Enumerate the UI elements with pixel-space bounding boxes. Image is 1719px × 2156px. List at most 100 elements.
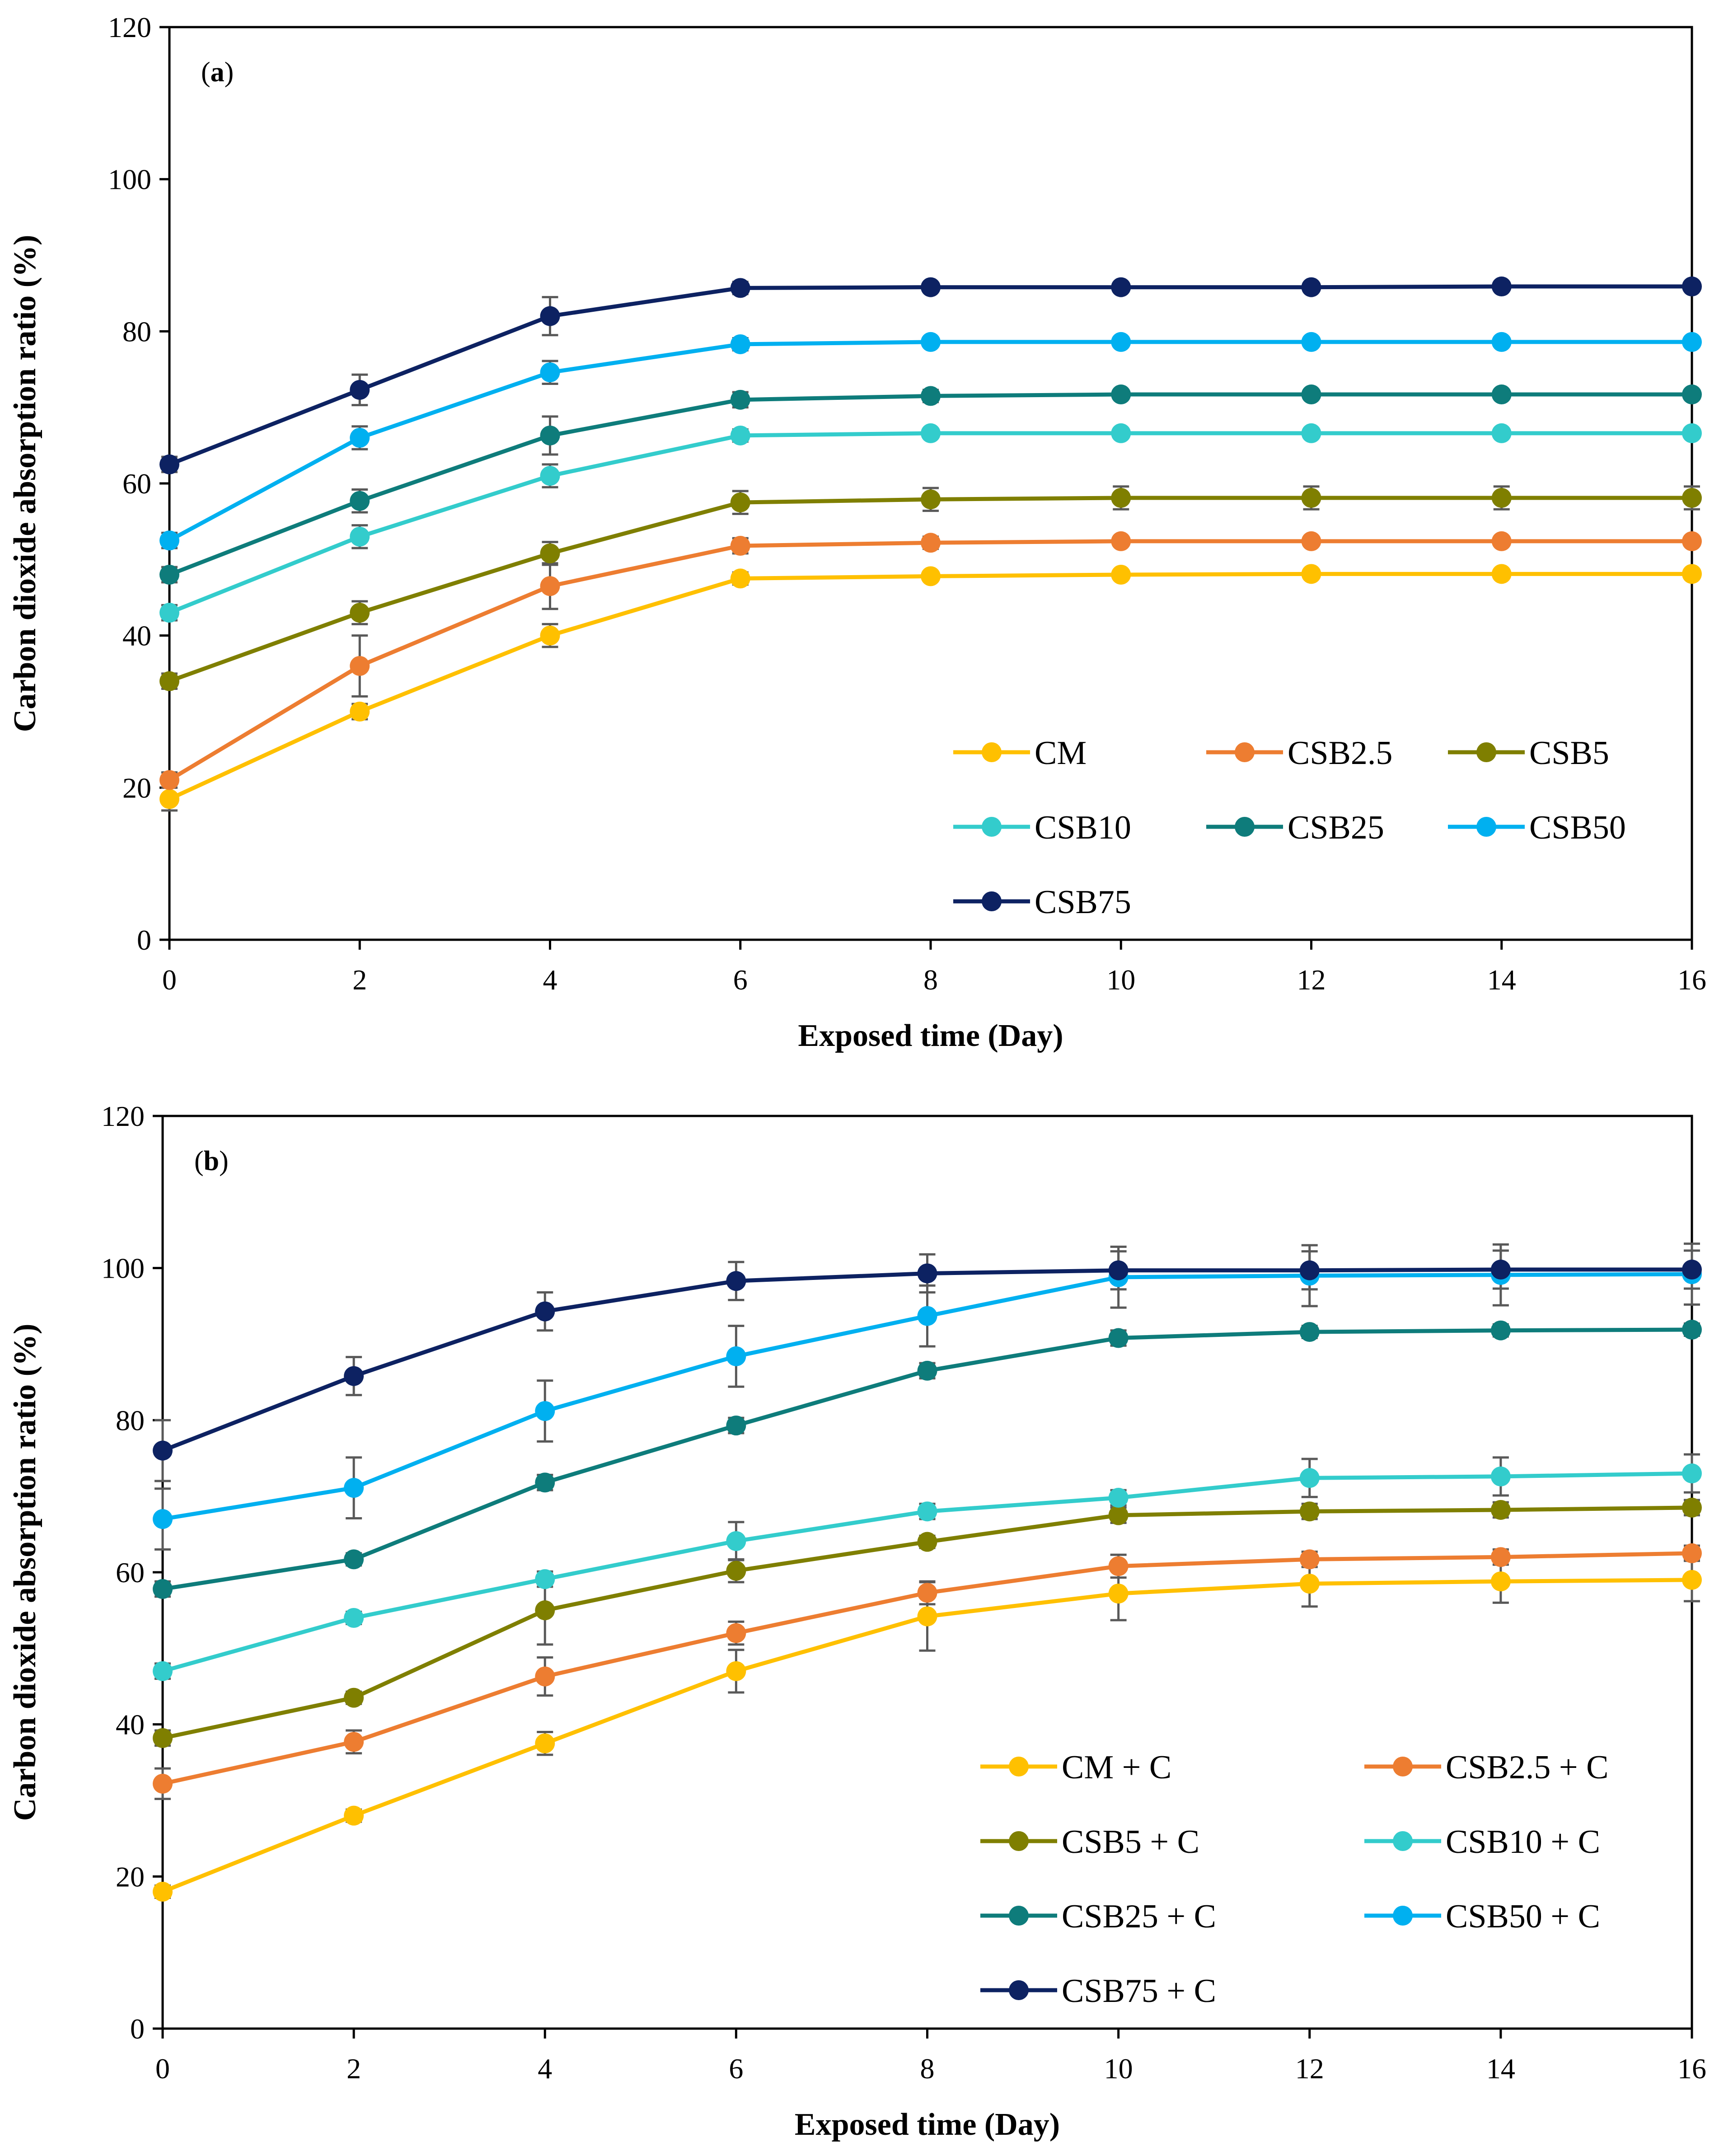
data-point: [350, 380, 370, 400]
y-tick-label: 120: [101, 1100, 145, 1132]
data-point: [540, 306, 560, 326]
panel-letter: a: [211, 57, 225, 88]
data-point: [1299, 1549, 1320, 1570]
panel-b: 0 20 40 60 80 100 120 0 2 4 6 8 10 12 14 16 (b) Exposed…: [8, 1100, 1706, 2142]
data-point: [917, 1583, 937, 1603]
data-point: [1490, 1466, 1511, 1486]
legend-label: CSB5 + C: [1062, 1823, 1199, 1861]
panel-label: (a): [201, 57, 234, 88]
data-point: [540, 625, 560, 646]
legend-label: CM + C: [1062, 1749, 1171, 1786]
legend-marker: [1235, 742, 1255, 762]
data-point: [159, 789, 179, 809]
data-point: [1682, 1260, 1702, 1280]
y-tick-label: 0: [137, 924, 151, 956]
legend-marker: [1476, 817, 1496, 837]
data-point: [1682, 1570, 1702, 1590]
data-point: [1682, 384, 1702, 405]
legend-item: CSB25 + C: [980, 1898, 1216, 1935]
panel-label: (b): [194, 1146, 229, 1176]
data-point: [344, 1732, 364, 1752]
legend-label: CSB75 + C: [1062, 1973, 1216, 2010]
data-point: [1490, 1260, 1511, 1280]
legend-label: CSB2.5: [1288, 735, 1392, 772]
data-point: [1490, 1547, 1511, 1567]
data-point: [159, 530, 179, 551]
data-point: [344, 1366, 364, 1386]
legend-marker: [1393, 1757, 1413, 1776]
data-point: [535, 1733, 555, 1753]
x-tick-label: 6: [729, 2053, 743, 2085]
series-line: [169, 572, 1692, 801]
data-point: [726, 1623, 746, 1643]
panel-a: 0 20 40 60 80 100 120 0 2 4 6 8 10 12 14 16 (a) Exposed…: [8, 11, 1706, 1053]
y-tick-label: 20: [122, 772, 151, 804]
data-point: [153, 1728, 173, 1748]
data-point: [344, 1608, 364, 1628]
y-tick-label: 40: [122, 620, 151, 652]
data-point: [1108, 1584, 1129, 1604]
data-point: [1682, 1497, 1702, 1518]
data-point: [726, 1271, 746, 1291]
y-tick-label: 20: [116, 1861, 145, 1893]
data-point: [153, 1440, 173, 1461]
data-point: [1301, 423, 1321, 443]
legend-marker: [1009, 1906, 1029, 1926]
data-point: [540, 576, 560, 596]
x-tick-label: 4: [543, 964, 557, 996]
data-point: [1301, 332, 1321, 352]
data-point: [1108, 1505, 1129, 1525]
data-point: [1108, 1556, 1129, 1576]
data-point: [350, 603, 370, 623]
data-point: [1490, 1500, 1511, 1520]
data-point: [153, 1661, 173, 1681]
data-point: [535, 1666, 555, 1687]
x-tick-label: 10: [1106, 964, 1135, 996]
data-markers: [159, 277, 1702, 809]
data-point: [730, 425, 750, 445]
legend-marker: [1393, 1831, 1413, 1851]
x-tick-label: 0: [155, 2053, 170, 2085]
legend: CM + C CSB2.5 + C CSB5 + C CSB10 + C CSB25 +…: [980, 1749, 1608, 2010]
legend-marker: [1235, 817, 1255, 837]
x-tick-label: 8: [920, 2053, 935, 2085]
data-point: [1111, 423, 1131, 443]
data-point: [350, 702, 370, 722]
data-point: [921, 386, 941, 406]
data-point: [730, 536, 750, 556]
data-point: [1299, 1322, 1320, 1342]
data-point: [917, 1360, 937, 1381]
x-tick-label: 2: [347, 2053, 361, 2085]
y-axis-title: Carbon dioxide absorption ratio (%): [8, 1324, 42, 1821]
axes: 0 20 40 60 80 100 120 0 2 4 6 8 10 12 14 16: [108, 11, 1706, 996]
data-point: [917, 1532, 937, 1552]
data-point: [159, 565, 179, 585]
data-point: [726, 1661, 746, 1681]
data-point: [535, 1472, 555, 1493]
legend-marker: [1009, 1831, 1029, 1851]
data-point: [1491, 531, 1512, 551]
data-point: [344, 1549, 364, 1570]
legend-item: CSB10: [953, 809, 1131, 846]
data-point: [159, 454, 179, 474]
legend-marker: [1009, 1980, 1029, 2000]
data-point: [730, 334, 750, 354]
y-tick-label: 120: [108, 11, 151, 43]
data-point: [917, 1306, 937, 1326]
data-point: [350, 491, 370, 511]
legend-item: CSB75 + C: [980, 1973, 1216, 2010]
data-point: [159, 671, 179, 691]
legend-label: CSB2.5 + C: [1446, 1749, 1608, 1786]
axes: 0 20 40 60 80 100 120 0 2 4 6 8 10 12 14 16: [101, 1100, 1706, 2085]
legend-label: CSB75: [1035, 884, 1131, 921]
legend-item: CSB25: [1206, 809, 1384, 846]
data-point: [917, 1606, 937, 1626]
data-point: [1682, 332, 1702, 352]
plot-area-frame: [168, 26, 1693, 941]
legend-item: CM: [953, 735, 1087, 772]
data-point: [1491, 487, 1512, 508]
data-point: [1111, 487, 1131, 508]
data-point: [344, 1687, 364, 1708]
y-tick-label: 40: [116, 1709, 145, 1741]
